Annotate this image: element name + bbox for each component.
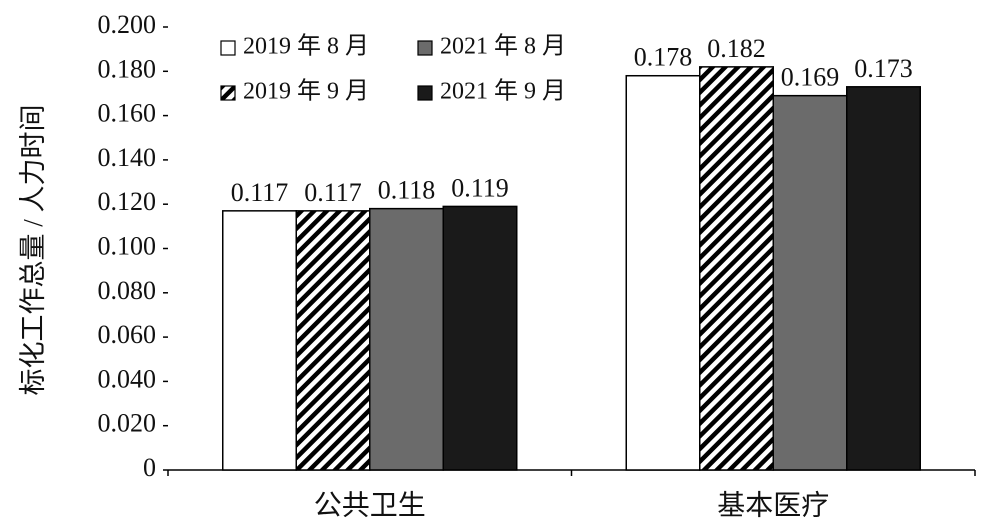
bar: [772, 94, 848, 471]
data-label: 0.169: [781, 63, 840, 92]
bar: [295, 210, 371, 471]
legend-label: 2019 年 8 月: [243, 33, 369, 60]
y-tick-label: 0.140: [98, 143, 157, 172]
bar: [625, 74, 701, 471]
y-tick-label: 0.120: [98, 187, 157, 216]
legend-swatch: [220, 85, 236, 101]
bar: [699, 66, 774, 471]
y-tick-label: 0.100: [98, 231, 157, 260]
legend-swatch: [417, 85, 433, 101]
data-label: 0.119: [451, 173, 509, 202]
y-tick-label: 0.200: [98, 10, 157, 39]
legend-label: 2021 年 9 月: [440, 78, 566, 105]
data-label: 0.173: [854, 54, 913, 83]
data-label: 0.178: [634, 43, 693, 72]
y-tick-label: 0: [143, 453, 156, 482]
legend-label: 2019 年 9 月: [243, 78, 369, 105]
legend-swatch: [417, 40, 433, 56]
y-tick-label: 0.040: [98, 364, 157, 393]
bar: [222, 210, 297, 471]
y-tick-label: 0.160: [98, 99, 157, 128]
bar: [442, 205, 518, 471]
x-tick-label: 基本医疗: [717, 489, 829, 521]
y-tick-label: 0.180: [98, 54, 157, 83]
data-label: 0.117: [304, 178, 362, 207]
data-label: 0.117: [231, 178, 289, 207]
bar: [846, 86, 921, 471]
y-tick-label: 0.060: [98, 320, 157, 349]
y-tick-label: 0.020: [98, 409, 157, 438]
bar: [369, 207, 444, 471]
data-label: 0.118: [378, 176, 436, 205]
y-tick-label: 0.080: [98, 276, 157, 305]
legend-label: 2021 年 8 月: [440, 33, 566, 60]
legend-swatch: [220, 40, 236, 56]
x-tick-label: 公共卫生: [314, 489, 426, 521]
y-axis-label: 标化工作总量 / 人力时间: [18, 104, 48, 395]
data-label: 0.182: [707, 34, 766, 63]
